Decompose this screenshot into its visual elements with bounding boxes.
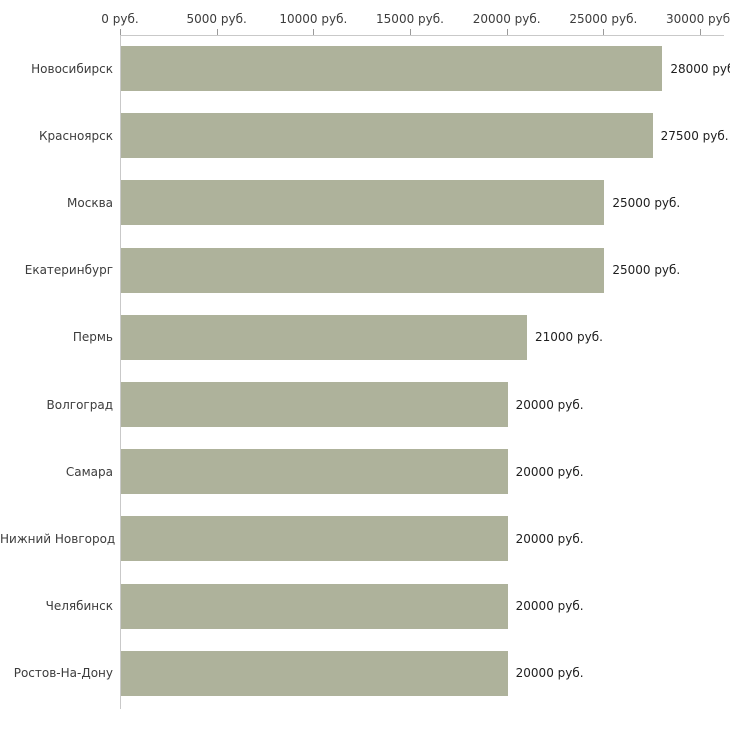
bar-row: Красноярск 27500 руб. [0,102,730,169]
value-label: 21000 руб. [535,330,603,345]
x-tick-label: 10000 руб. [279,12,348,26]
bar [121,314,527,360]
value-label: 20000 руб. [515,666,584,681]
bar [121,247,605,293]
bar-row: Волгоград 20000 руб. [0,371,730,438]
bar-track: 25000 руб. [121,180,701,226]
bar [121,650,508,696]
x-axis-line [120,35,724,36]
bar [121,46,663,92]
y-axis-line [120,35,121,709]
x-tick-label: 5000 руб. [186,12,247,26]
bar-row: Челябинск 20000 руб. [0,573,730,640]
category-label: Пермь [72,330,113,345]
category-label: Ростов-На-Дону [13,666,113,681]
x-tick-label: 25000 руб. [569,12,638,26]
bar-row: Новосибирск 28000 руб. [0,35,730,102]
bar [121,180,605,226]
value-label: 20000 руб. [515,464,584,479]
bar-track: 20000 руб. [121,583,701,629]
category-label: Екатеринбург [24,263,113,278]
category-label: Самара [65,464,113,479]
bar-track: 27500 руб. [121,113,729,159]
bar [121,449,508,495]
x-tick-label: 20000 руб. [472,12,541,26]
x-tick-label: 0 руб. [101,12,139,26]
x-tick-label: 30000 руб. [666,12,730,26]
bar-track: 25000 руб. [121,247,701,293]
value-label: 20000 руб. [515,599,584,614]
bar-track: 20000 руб. [121,382,701,428]
bar-track: 20000 руб. [121,650,701,696]
category-label: Нижний Новгород [0,531,116,546]
x-tick-label: 15000 руб. [376,12,444,26]
bar-row: Пермь 21000 руб. [0,304,730,371]
bar-row: Екатеринбург 25000 руб. [0,237,730,304]
x-tick-mark [506,29,508,35]
category-label: Челябинск [45,599,113,614]
category-label: Волгоград [46,397,113,412]
bar-rows: Новосибирск 28000 руб. Красноярск 27500 руб… [0,35,730,707]
bar-track: 20000 руб. [121,449,701,495]
bar [121,516,508,562]
category-label: Новосибирск [31,61,113,76]
value-label: 20000 руб. [515,531,584,546]
x-tick-mark [603,29,605,35]
bar-track: 20000 руб. [121,516,701,562]
x-axis: 0 руб. 5000 руб. 10000 руб. 15000 руб. 20000… [101,0,730,35]
value-label: 27500 руб. [660,128,729,143]
x-tick-mark [120,29,121,35]
bar [121,382,508,428]
bar [121,583,508,629]
bar-track: 21000 руб. [121,314,701,360]
bar-track: 28000 руб. [121,46,730,92]
value-label: 25000 руб. [612,195,681,210]
bar [121,113,653,159]
bar-row: Нижний Новгород 20000 руб. [0,505,730,572]
x-tick-mark [410,29,411,35]
x-tick-mark [216,29,218,35]
value-label: 25000 руб. [612,263,681,278]
category-label: Красноярск [39,128,113,143]
category-label: Москва [67,195,113,210]
value-label: 28000 руб. [670,61,730,76]
x-tick-mark [700,29,701,35]
bar-row: Москва 25000 руб. [0,169,730,236]
x-tick-mark [313,29,315,35]
bar-row: Ростов-На-Дону 20000 руб. [0,640,730,707]
value-label: 20000 руб. [515,397,584,412]
bar-row: Самара 20000 руб. [0,438,730,505]
